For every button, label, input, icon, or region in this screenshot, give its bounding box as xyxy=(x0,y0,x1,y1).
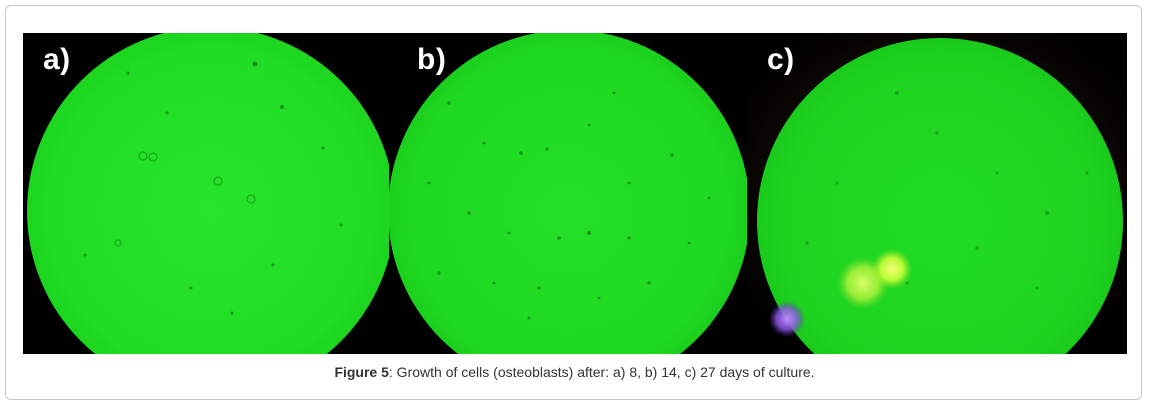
figure-number: Figure 5 xyxy=(334,364,389,380)
micrograph-strip: a) xyxy=(23,33,1127,354)
caption-text: : Growth of cells (osteoblasts) after: a… xyxy=(388,364,815,380)
micrograph-c xyxy=(747,33,1127,354)
micrograph-a xyxy=(23,33,389,354)
micrograph-panel-c: c) xyxy=(747,33,1127,354)
figure-caption: Figure 5: Growth of cells (osteoblasts) … xyxy=(0,364,1149,380)
panel-label-b: b) xyxy=(417,43,447,76)
panel-label-c: c) xyxy=(767,43,795,76)
panel-label-a: a) xyxy=(43,43,71,76)
micrograph-b xyxy=(389,33,747,354)
micrograph-panel-b: b) xyxy=(389,33,747,354)
micrograph-panel-a: a) xyxy=(23,33,389,354)
